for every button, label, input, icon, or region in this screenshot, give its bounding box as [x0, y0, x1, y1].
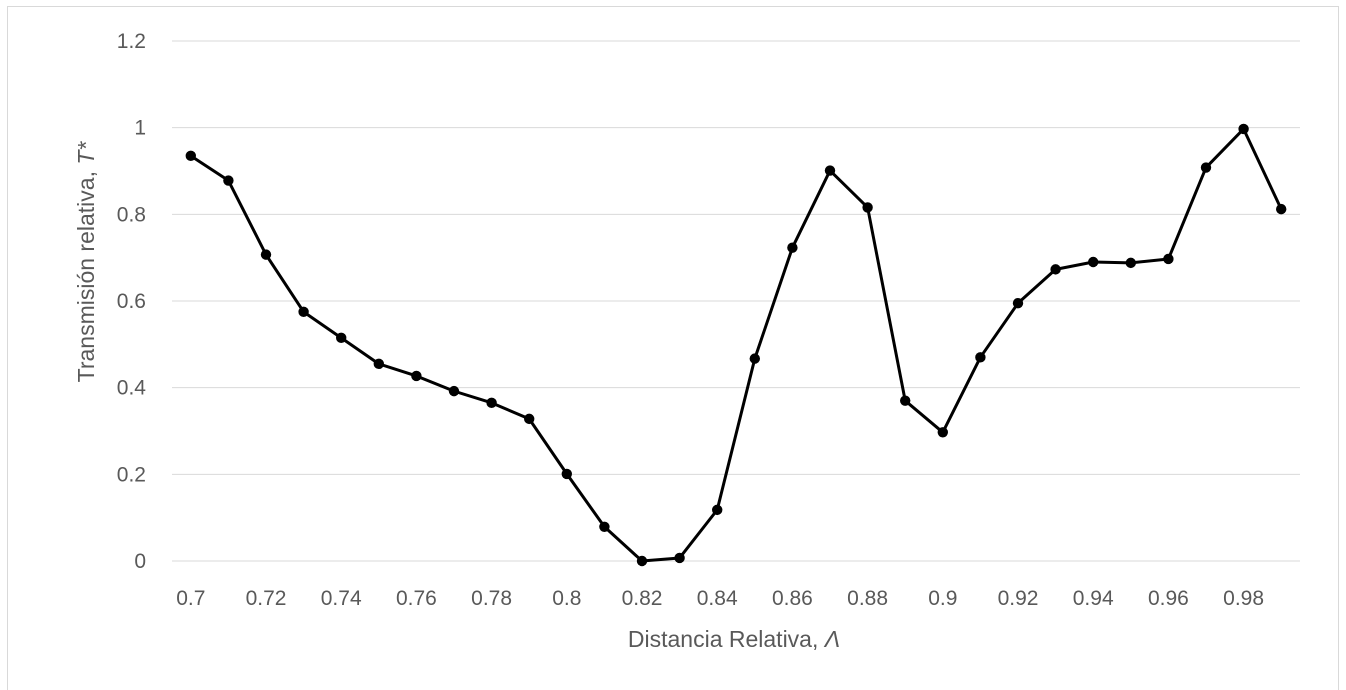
data-point	[900, 395, 911, 406]
x-tick-label: 0.86	[772, 587, 813, 610]
x-tick-label: 0.94	[1073, 587, 1114, 610]
y-tick-label: 1.2	[117, 30, 146, 53]
data-point	[411, 370, 422, 382]
x-tick-label: 0.92	[998, 587, 1039, 610]
y-tick-label: 0	[134, 550, 146, 573]
data-point	[712, 504, 723, 516]
data-point	[1238, 123, 1249, 135]
gridlines	[172, 40, 1300, 562]
data-point	[787, 242, 798, 253]
x-tick-label: 0.98	[1223, 587, 1264, 610]
data-point	[260, 249, 272, 260]
data-point	[1050, 264, 1061, 275]
y-tick-label: 1	[134, 117, 146, 140]
y-tick-label: 0.6	[117, 290, 146, 313]
y-tick-label: 0.2	[117, 463, 146, 486]
x-axis-title: Distancia Relativa, Λ	[628, 626, 840, 652]
data-point	[1088, 256, 1099, 268]
series-line	[189, 127, 1283, 563]
x-tick-label: 0.74	[321, 587, 362, 610]
data-point	[486, 397, 497, 409]
data-point	[862, 202, 873, 213]
data-point	[336, 332, 347, 344]
x-tick-label: 0.76	[396, 587, 437, 610]
x-tick-label: 0.9	[928, 587, 957, 610]
data-point	[824, 165, 836, 176]
data-point	[749, 353, 760, 364]
x-tick-label: 0.72	[246, 587, 287, 610]
x-tick-label: 0.78	[471, 587, 512, 610]
data-series	[185, 123, 1287, 567]
data-point	[298, 306, 309, 318]
y-axis-title: Transmisión relativa, T*	[73, 141, 99, 383]
data-point	[373, 358, 384, 370]
data-point	[185, 150, 196, 162]
x-tick-label: 0.82	[622, 587, 663, 610]
data-point	[1163, 253, 1174, 265]
x-tick-label: 0.8	[552, 587, 581, 610]
data-point	[448, 385, 460, 397]
x-tick-label: 0.84	[697, 587, 738, 610]
data-point	[975, 352, 986, 363]
data-point	[1200, 162, 1212, 173]
data-point	[599, 521, 610, 532]
data-point	[1276, 203, 1287, 215]
data-point	[636, 555, 648, 567]
data-point	[1125, 257, 1137, 269]
data-point	[524, 413, 535, 425]
chart-frame	[7, 6, 1339, 690]
x-tick-label: 0.7	[176, 587, 205, 610]
y-tick-label: 0.8	[117, 203, 146, 226]
data-point	[674, 552, 685, 564]
data-point	[937, 427, 948, 438]
data-point	[223, 175, 234, 186]
x-tick-label: 0.88	[847, 587, 888, 610]
data-point	[561, 468, 572, 480]
y-tick-label: 0.4	[117, 377, 147, 400]
data-point	[1012, 297, 1024, 309]
x-tick-label: 0.96	[1148, 587, 1189, 610]
y-tick-labels: 0 0.2 0.4 0.6 0.8 1 1.2	[117, 30, 147, 573]
x-tick-labels: 0.7 0.72 0.74 0.76 0.78 0.8 0.82 0.84 0.86 0.88 0.…	[176, 587, 1264, 610]
